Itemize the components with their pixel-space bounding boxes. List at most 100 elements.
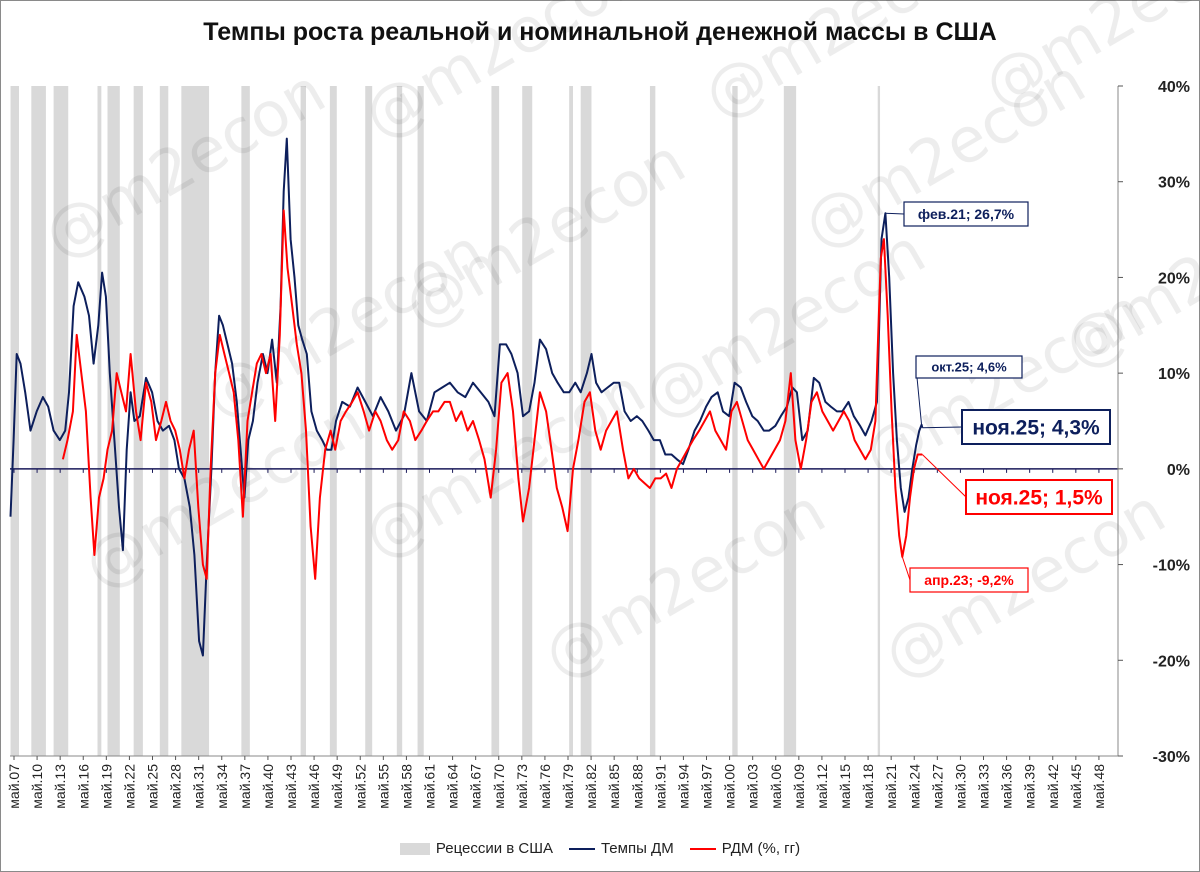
x-tick-label: май.15 [837, 764, 853, 809]
recession-band [649, 86, 656, 756]
recession-band [300, 86, 307, 756]
x-tick-label: май.49 [329, 764, 345, 809]
recession-band [31, 86, 46, 756]
x-tick-label: май.43 [283, 764, 299, 809]
x-tick-label: май.37 [237, 764, 253, 809]
series-lines [9, 137, 924, 657]
x-tick-label: май.48 [1091, 764, 1107, 809]
x-tick-label: май.25 [145, 764, 161, 809]
x-tick-label: май.24 [906, 764, 922, 809]
x-tick-label: май.00 [722, 764, 738, 809]
legend: Рецессии в США Темпы ДМ РДМ (%, гг) [0, 840, 1200, 857]
recession-band [491, 86, 500, 756]
x-tick-label: май.30 [952, 764, 968, 809]
x-tick-label: май.06 [768, 764, 784, 809]
x-tick-label: май.76 [537, 764, 553, 809]
y-tick-label: -10% [1153, 558, 1190, 575]
x-tick-label: май.36 [999, 764, 1015, 809]
x-tick-label: май.28 [168, 764, 184, 809]
recession-band [159, 86, 169, 756]
legend-swatch-dm [568, 847, 595, 850]
x-tick-label: май.70 [491, 764, 507, 809]
chart-title: Темпы роста реальной и номинальной денеж… [203, 18, 997, 46]
annotation-leader [885, 212, 905, 215]
x-tick-label: май.12 [814, 764, 830, 809]
x-tick-label: май.73 [514, 764, 530, 809]
recession-band [329, 86, 337, 756]
recession-band [569, 86, 574, 756]
x-tick-label: май.10 [29, 764, 45, 809]
x-tick-label: май.27 [929, 764, 945, 809]
recession-band [732, 86, 738, 756]
x-tick-label: май.34 [214, 764, 230, 809]
axes: 40% 30% 20% 10% 0% -10% -20% -30% май.07 май.10 ма… [6, 79, 1190, 809]
x-tick-label: май.07 [6, 764, 22, 809]
annotation-label-nov_rdm: ноя.25; 1,5% [975, 487, 1103, 510]
x-tick-label: май.67 [468, 764, 484, 809]
x-tick-label: май.79 [560, 764, 576, 809]
annotation-label-nov_dm: ноя.25; 4,3% [972, 417, 1100, 440]
y-tick-label: -30% [1153, 749, 1190, 766]
x-tick-label: май.39 [1022, 764, 1038, 809]
x-tick-label: май.94 [675, 764, 691, 809]
recession-band [365, 86, 373, 756]
legend-swatch-rdm [689, 847, 716, 850]
recession-band [53, 86, 69, 756]
annotation-leader [922, 426, 963, 429]
annotation-leader [901, 556, 911, 581]
recession-band [396, 86, 403, 756]
watermark-text: @m2econ [851, 274, 1157, 493]
recession-band [97, 86, 102, 756]
x-tick-label: май.64 [445, 764, 461, 809]
watermark-text: @m2econ [791, 44, 1097, 263]
annotation-leader [921, 454, 967, 498]
annotation-label-oct: окт.25; 4,6% [931, 360, 1007, 375]
x-tick-label: май.52 [352, 764, 368, 809]
x-tick-label: май.09 [791, 764, 807, 809]
x-tick-label: май.22 [121, 764, 137, 809]
x-tick-label: май.61 [422, 764, 438, 809]
x-tick-label: май.21 [883, 764, 899, 809]
x-tick-label: май.03 [745, 764, 761, 809]
annotation-box-nov_dm [961, 409, 1111, 445]
x-tick-label: май.16 [75, 764, 91, 809]
y-tick-label: 30% [1158, 175, 1190, 192]
annotation-box-oct [915, 355, 1023, 379]
annotation-box-nov_rdm [965, 479, 1113, 515]
x-tick-label: май.58 [398, 764, 414, 809]
x-tick-label: май.88 [629, 764, 645, 809]
y-tick-label: 10% [1158, 366, 1190, 383]
x-tick-label: май.33 [976, 764, 992, 809]
recession-band [417, 86, 424, 756]
recession-band [580, 86, 592, 756]
recession-band [241, 86, 250, 756]
y-tick-label: 0% [1167, 462, 1190, 479]
annotation-label-peak: фев.21; 26,7% [918, 206, 1015, 222]
recession-band [877, 86, 881, 756]
x-tick-label: май.91 [652, 764, 668, 809]
x-tick-label: май.31 [191, 764, 207, 809]
x-tick-label: май.55 [375, 764, 391, 809]
x-tick-label: май.85 [606, 764, 622, 809]
annotations: фев.21; 26,7% окт.25; 4,6% ноя.25; 4,3% ноя… [885, 201, 1113, 593]
legend-item-rdm: РДМ (%, гг) [689, 840, 801, 857]
series-rdm-line [61, 209, 923, 580]
x-tick-label: май.18 [860, 764, 876, 809]
watermark-text: @m2econ [351, 0, 657, 153]
x-tick-label: май.40 [260, 764, 276, 809]
legend-label-rdm: РДМ (%, гг) [721, 840, 801, 857]
legend-label-dm: Темпы ДМ [600, 840, 674, 857]
legend-swatch-recessions [399, 842, 430, 855]
x-tick-label: май.82 [583, 764, 599, 809]
y-tick-label: -20% [1153, 653, 1190, 670]
annotation-box-peak [903, 201, 1029, 227]
legend-item-recessions: Рецессии в США [399, 840, 553, 857]
recession-band [783, 86, 797, 756]
x-tick-label: май.46 [306, 764, 322, 809]
annotation-label-apr: апр.23; -9,2% [924, 572, 1014, 588]
x-tick-label: май.45 [1068, 764, 1084, 809]
legend-label-recessions: Рецессии в США [435, 840, 553, 857]
annotation-box-apr [909, 567, 1029, 593]
y-tick-label: 20% [1158, 270, 1190, 287]
